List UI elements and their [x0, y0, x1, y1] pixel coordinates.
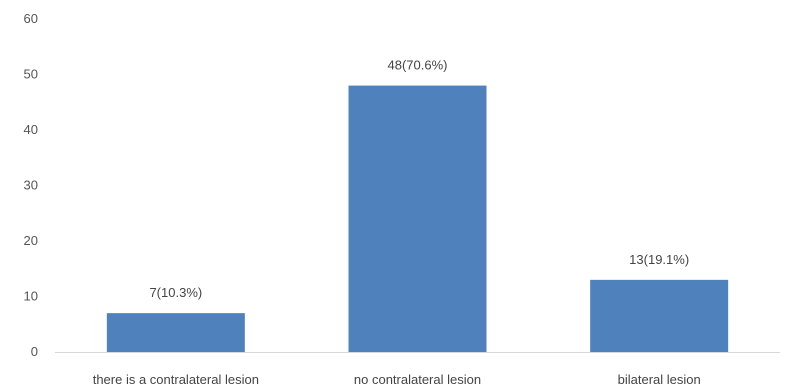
y-tick-label: 60	[24, 11, 38, 26]
bar-data-label: 7(10.3%)	[149, 285, 202, 300]
bar-data-label: 13(19.1%)	[629, 252, 689, 267]
y-tick-label: 50	[24, 67, 38, 82]
y-tick-label: 10	[24, 289, 38, 304]
category-label: no contralateral lesion	[354, 372, 481, 387]
y-tick-label: 40	[24, 122, 38, 137]
y-tick-label: 30	[24, 178, 38, 193]
y-tick-label: 20	[24, 233, 38, 248]
data-labels: 7(10.3%) 48(70.6%) 13(19.1%)	[149, 58, 689, 301]
bar	[106, 313, 245, 352]
category-label: there is a contralateral lesion	[93, 372, 259, 387]
bars	[106, 85, 729, 352]
y-axis-ticks: 0 10 20 30 40 50 60	[24, 11, 38, 359]
bar	[348, 85, 487, 352]
bar-data-label: 48(70.6%)	[388, 58, 448, 73]
y-tick-label: 0	[31, 344, 38, 359]
bar	[590, 279, 729, 352]
category-labels: there is a contralateral lesion no contra…	[93, 372, 701, 387]
category-label: bilateral lesion	[618, 372, 701, 387]
